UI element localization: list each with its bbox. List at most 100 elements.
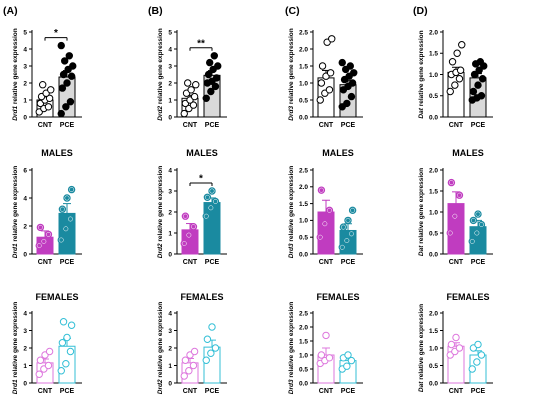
- data-point-ring: [213, 199, 218, 204]
- data-point-ring: [186, 232, 192, 238]
- data-point: [210, 52, 219, 60]
- data-point: [456, 66, 465, 74]
- x-category-label-pce: PCE: [341, 122, 356, 129]
- data-point-ring: [457, 192, 462, 198]
- x-category-label-cnt: CNT: [38, 259, 53, 266]
- y-tick-label: 1.0: [299, 218, 308, 225]
- data-point-ring: [475, 211, 481, 217]
- y-tick-label: 1.0: [429, 72, 438, 79]
- y-tick-label: 2: [23, 80, 27, 87]
- data-point: [36, 356, 45, 364]
- data-point: [60, 57, 69, 65]
- x-category-label-cnt: CNT: [449, 122, 464, 129]
- data-point: [325, 354, 334, 362]
- data-point-ring: [344, 238, 350, 244]
- data-point: [207, 349, 215, 357]
- data-point: [476, 58, 484, 66]
- y-axis-label: Drd2 relative gene expression: [157, 302, 164, 395]
- data-point: [326, 69, 335, 77]
- chart-females-a: 0 1 2 3 4 Drd1 relative gene expression CNT PCE: [12, 302, 82, 395]
- y-tick-label: 0: [23, 114, 27, 121]
- data-point: [318, 62, 327, 70]
- chart-males-a: 0 2 4 6 Drd1 relative gene expression CNT PCE: [12, 166, 82, 266]
- data-point: [190, 347, 199, 356]
- data-point-ring: [469, 238, 475, 244]
- data-point: [45, 347, 54, 356]
- data-point: [347, 92, 356, 101]
- chart-combined-c: 0.0 0.5 1.0 1.5 2.0 2.5 Drd3 relative gene exp…: [288, 28, 363, 129]
- y-tick-label: 2.0: [299, 324, 308, 331]
- y-tick-label: 1.0: [429, 345, 438, 352]
- data-point: [57, 367, 65, 375]
- data-point-ring: [209, 188, 215, 194]
- panel-letter-b: (B): [148, 5, 163, 17]
- data-point: [477, 92, 486, 100]
- y-axis-label: Dat relative gene expression: [418, 30, 425, 118]
- data-point-ring: [68, 216, 73, 222]
- y-tick-label: 0.0: [429, 251, 438, 258]
- y-tick-label: 1: [168, 230, 172, 237]
- data-point: [347, 356, 356, 365]
- y-tick-label: 1: [168, 97, 172, 104]
- y-tick-label: 0.0: [429, 380, 438, 387]
- y-axis-label: Drd1 relative gene expression: [12, 166, 19, 259]
- chart-males-c: 0.0 0.5 1.0 1.5 2.0 2.5 Drd3 relative gene exp…: [288, 166, 363, 266]
- data-point-ring: [474, 230, 480, 236]
- data-point: [69, 62, 77, 70]
- data-point-ring: [191, 224, 196, 230]
- y-tick-label: 4: [23, 195, 27, 202]
- data-point: [39, 81, 47, 89]
- data-point: [346, 62, 354, 70]
- data-point: [58, 339, 67, 347]
- data-point-ring: [181, 241, 187, 246]
- data-point-ring: [345, 217, 351, 223]
- y-tick-label: 1: [23, 363, 27, 370]
- data-point: [192, 81, 200, 89]
- row-title-females: FEMALES: [446, 292, 489, 302]
- x-category-label-pce: PCE: [60, 388, 75, 395]
- y-tick-label: 0.5: [299, 97, 308, 104]
- data-point: [470, 70, 479, 79]
- row-title-males: MALES: [41, 148, 73, 158]
- data-point: [446, 87, 454, 96]
- data-point: [185, 367, 193, 375]
- data-point: [180, 372, 188, 380]
- data-point: [63, 333, 71, 342]
- y-tick-label: 1: [23, 97, 27, 104]
- data-point: [189, 361, 198, 370]
- row-title-females: FEMALES: [316, 292, 359, 302]
- data-point-ring: [41, 238, 47, 244]
- x-category-label-pce: PCE: [205, 259, 220, 266]
- data-point: [57, 41, 65, 50]
- y-tick-label: 0.5: [299, 366, 308, 373]
- data-point: [350, 69, 358, 77]
- data-point-ring: [448, 180, 454, 186]
- data-point-ring: [349, 231, 354, 237]
- data-point: [203, 335, 212, 343]
- data-point: [448, 58, 457, 66]
- y-tick-label: 2: [23, 345, 27, 352]
- y-axis-label: Dat relative gene expression: [418, 304, 425, 392]
- x-category-label-pce: PCE: [341, 259, 356, 266]
- data-point: [181, 356, 190, 364]
- data-point: [322, 331, 330, 340]
- row-title-males: MALES: [452, 148, 484, 158]
- data-point: [348, 79, 357, 87]
- y-tick-label: 2.5: [299, 29, 308, 36]
- data-point: [67, 321, 76, 329]
- data-point: [59, 70, 68, 79]
- y-tick-label: 5: [168, 29, 172, 36]
- y-tick-label: 2.0: [299, 184, 308, 191]
- y-tick-label: 3: [168, 63, 172, 70]
- y-tick-label: 2: [168, 209, 172, 216]
- data-point: [211, 344, 220, 352]
- data-point: [65, 52, 74, 60]
- data-point: [455, 75, 464, 83]
- data-point: [212, 74, 221, 82]
- data-point: [325, 86, 334, 94]
- y-tick-label: 2.0: [429, 29, 438, 36]
- chart-combined-b: 0 1 2 3 4 5 Drd2 relative gene expression CNT PC…: [157, 28, 227, 129]
- row-title-males: MALES: [322, 148, 354, 158]
- x-category-label-cnt: CNT: [183, 122, 198, 129]
- y-axis-label: Drd1 relative gene expression: [12, 302, 19, 395]
